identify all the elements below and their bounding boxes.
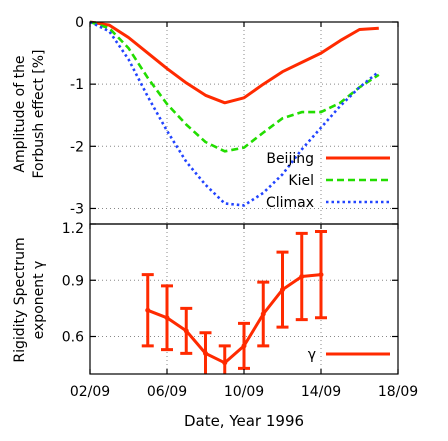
point-gamma-6 bbox=[260, 311, 266, 317]
legend-label-gamma: γ bbox=[308, 347, 316, 363]
top-y-tick-label-3: -3 bbox=[70, 201, 84, 217]
point-gamma-1 bbox=[164, 315, 170, 321]
top-y-tick-label-2: -2 bbox=[70, 139, 84, 155]
top-panel-y-ticks: 0 -1 -2 -3 bbox=[70, 15, 398, 217]
legend-label-climax: Climax bbox=[266, 195, 314, 211]
legend-label-kiel: Kiel bbox=[288, 173, 314, 189]
point-gamma-3 bbox=[203, 350, 208, 356]
bottom-y-tick-label-0: 1.2 bbox=[62, 221, 84, 237]
x-tick-label-3: 14/09 bbox=[301, 384, 341, 400]
point-gamma-8 bbox=[299, 274, 305, 279]
series-line-gamma bbox=[147, 273, 322, 365]
bottom-y-tick-label-2: 0.6 bbox=[62, 330, 84, 346]
top-y-tick-label-1: -1 bbox=[70, 77, 84, 93]
point-gamma-2 bbox=[183, 328, 189, 334]
x-tick-label-2: 10/09 bbox=[224, 384, 264, 400]
x-axis-label: Date, Year 1996 bbox=[184, 412, 304, 430]
top-panel-legend: Beijing Kiel Climax bbox=[266, 151, 390, 211]
top-y-tick-label-0: 0 bbox=[75, 15, 84, 31]
bottom-panel-y-ticks: 1.2 0.9 0.6 bbox=[62, 221, 398, 346]
x-tick-label-4: 18/09 bbox=[378, 384, 418, 400]
bottom-panel-legend: γ bbox=[308, 347, 390, 363]
point-gamma-9 bbox=[318, 272, 324, 278]
point-gamma-4 bbox=[222, 360, 228, 366]
top-panel-series bbox=[89, 20, 380, 207]
series-line-beijing bbox=[89, 20, 379, 105]
point-gamma-5 bbox=[241, 343, 247, 349]
point-gamma-0 bbox=[145, 307, 151, 313]
legend-label-beijing: Beijing bbox=[266, 151, 314, 167]
bottom-panel-y-label: Rigidity Spectrum exponent γ bbox=[12, 237, 47, 362]
x-tick-label-1: 06/09 bbox=[147, 384, 187, 400]
series-line-climax bbox=[89, 20, 380, 207]
bottom-y-tick-label-1: 0.9 bbox=[62, 273, 84, 289]
top-panel-grid bbox=[89, 22, 399, 224]
series-line-kiel bbox=[89, 20, 380, 153]
top-panel-y-label: Amplitude of the Forbush effect [%] bbox=[12, 50, 47, 179]
x-tick-label-0: 02/09 bbox=[70, 384, 110, 400]
point-gamma-7 bbox=[280, 287, 285, 293]
bottom-panel-x-ticks: 02/09 06/09 10/09 14/09 18/09 bbox=[70, 224, 418, 400]
bottom-panel-series bbox=[141, 230, 327, 374]
